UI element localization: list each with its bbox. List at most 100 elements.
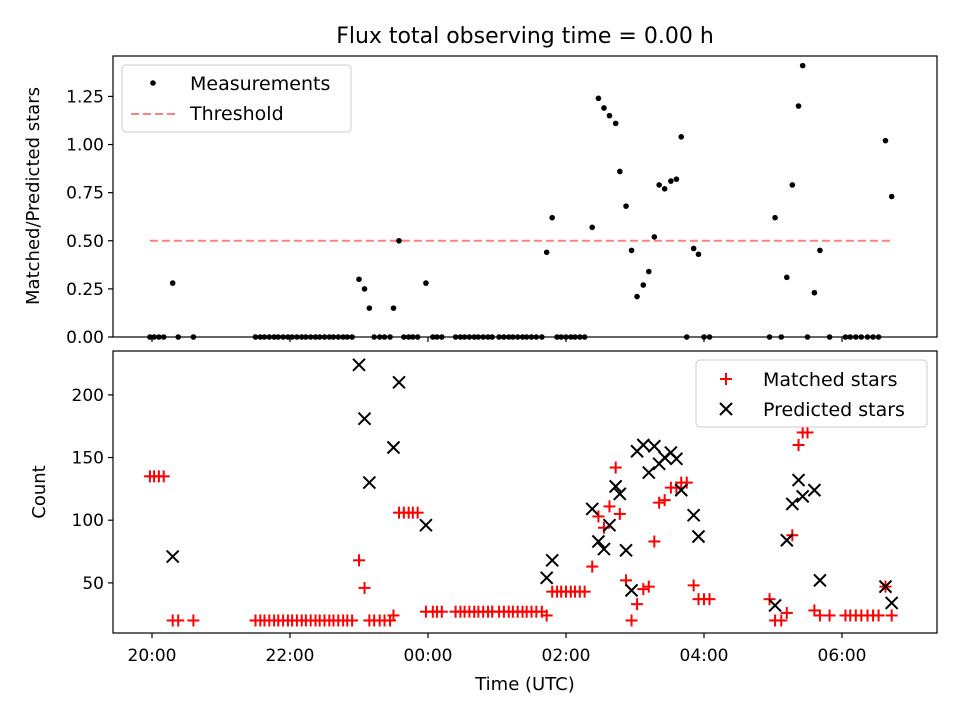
top-y-tick-label: 0.75 bbox=[66, 184, 104, 204]
x-b bbox=[165, 549, 180, 564]
top-axis-ticks: 0.00 0.25 0.50 0.75 1.00 1.25 bbox=[66, 87, 843, 348]
measurement-point bbox=[784, 274, 790, 281]
matched-star-point bbox=[358, 581, 371, 594]
x-b bbox=[352, 358, 366, 372]
x-tick-label: 20:00 bbox=[128, 646, 177, 666]
measurement-point bbox=[640, 282, 647, 288]
top-y-tick-label: 0.25 bbox=[66, 280, 104, 300]
x-b bbox=[884, 596, 899, 610]
measurement-point bbox=[589, 224, 596, 231]
predicted-star-point bbox=[878, 579, 893, 594]
measurement-point bbox=[595, 95, 602, 102]
legend-measurements-label: Measurements bbox=[190, 73, 330, 95]
x-b bbox=[642, 465, 656, 480]
matched-star-point bbox=[658, 494, 671, 507]
measurement-point bbox=[799, 62, 806, 69]
x-tick-label: 22:00 bbox=[266, 646, 315, 666]
matched-star-point bbox=[637, 583, 650, 596]
x-b bbox=[785, 497, 800, 511]
measurement-point bbox=[695, 251, 702, 258]
matched-star-point bbox=[775, 614, 788, 627]
predicted-star-point bbox=[357, 411, 372, 426]
measurement-point bbox=[423, 280, 429, 286]
measurement-point bbox=[606, 112, 613, 119]
x-b bbox=[691, 529, 706, 544]
x-b bbox=[878, 579, 893, 594]
predicted-star-point bbox=[691, 529, 706, 544]
measurement-point bbox=[628, 247, 635, 254]
measurement-point bbox=[612, 120, 619, 127]
matched-star-point bbox=[387, 609, 400, 622]
bottom-y-tick-label: 150 bbox=[72, 449, 104, 469]
x-tick-label: 00:00 bbox=[404, 646, 453, 666]
matched-star-point bbox=[187, 614, 200, 627]
matched-star-point bbox=[603, 500, 616, 513]
top-legend-box bbox=[121, 64, 352, 133]
x-b bbox=[591, 534, 606, 549]
matched-star-point bbox=[353, 554, 365, 567]
bottom-y-tick-label: 100 bbox=[72, 511, 104, 531]
top-axes-frame bbox=[112, 55, 938, 338]
x-b bbox=[647, 439, 662, 453]
x-b bbox=[780, 533, 794, 547]
x-b bbox=[362, 475, 377, 490]
legend-predicted-label: Predicted stars bbox=[763, 399, 905, 421]
legend-predicted-marker bbox=[719, 402, 733, 416]
x-b bbox=[624, 583, 639, 598]
bottom-legend-box bbox=[695, 359, 928, 428]
matched-star-point bbox=[411, 506, 424, 519]
predicted-star-point bbox=[674, 483, 688, 497]
measurement-point bbox=[690, 245, 697, 252]
x-b bbox=[795, 489, 810, 504]
measurement-point bbox=[634, 293, 640, 300]
measurement-point bbox=[795, 103, 802, 109]
legend-matched-label: Matched stars bbox=[763, 369, 897, 391]
predicted-star-point bbox=[352, 358, 366, 372]
matched-star-point bbox=[680, 476, 693, 489]
legend-matched-marker bbox=[720, 373, 732, 385]
top-plot-marks bbox=[147, 62, 895, 340]
predicted-star-point bbox=[392, 375, 406, 390]
bottom-y-tick-label: 50 bbox=[82, 574, 104, 594]
predicted-star-point bbox=[386, 440, 401, 455]
x-b bbox=[545, 553, 559, 568]
x-b bbox=[619, 543, 633, 557]
predicted-star-point bbox=[591, 534, 606, 549]
predicted-star-point bbox=[807, 483, 822, 497]
predicted-star-point bbox=[597, 542, 611, 556]
predicted-star-point bbox=[785, 497, 800, 511]
matched-star-point bbox=[687, 579, 700, 592]
x-b bbox=[585, 502, 599, 516]
bottom-axis-ticks: 50 100 150 200 20:00 22:00 00:00 02:00 04:00 06:0… bbox=[72, 386, 867, 666]
chart-title: Flux total observing time = 0.00 h bbox=[336, 24, 714, 49]
x-b bbox=[539, 571, 554, 585]
matched-star-point bbox=[801, 426, 814, 439]
x-b bbox=[768, 598, 782, 613]
matched-star-point bbox=[346, 614, 359, 627]
measurement-point bbox=[361, 286, 368, 292]
x-b bbox=[813, 573, 827, 588]
x-tick-label: 02:00 bbox=[542, 646, 591, 666]
x-b bbox=[791, 473, 806, 487]
matched-star-point bbox=[823, 609, 836, 622]
bottom-axes-frame bbox=[112, 350, 938, 634]
predicted-star-point bbox=[624, 583, 639, 598]
matched-star-point bbox=[157, 470, 170, 483]
matched-star-point bbox=[586, 560, 599, 573]
measurement-point bbox=[817, 247, 823, 254]
bottom-y-axis-label: Count bbox=[29, 465, 50, 518]
x-b bbox=[807, 483, 822, 497]
predicted-star-point bbox=[768, 598, 782, 613]
top-y-tick-label: 1.00 bbox=[66, 136, 104, 156]
matched-star-point bbox=[703, 593, 716, 606]
matched-star-point bbox=[613, 507, 626, 520]
measurement-point bbox=[356, 276, 362, 283]
x-b bbox=[608, 479, 623, 494]
predicted-star-point bbox=[884, 596, 899, 610]
measurement-point bbox=[668, 178, 674, 184]
bottom-legend: Matched stars Predicted stars bbox=[695, 359, 928, 428]
predicted-star-point bbox=[636, 438, 650, 452]
matched-star-point bbox=[592, 510, 605, 523]
measurement-point bbox=[396, 237, 402, 244]
